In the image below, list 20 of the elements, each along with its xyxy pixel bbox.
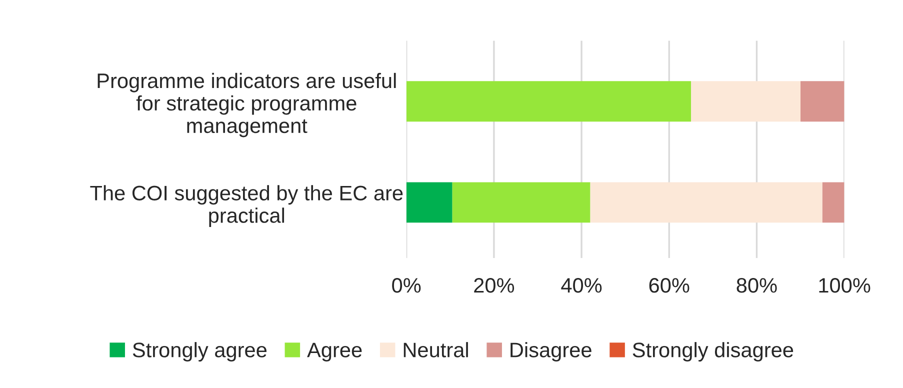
legend-label: Strongly agree: [132, 342, 267, 362]
bar: [590, 182, 822, 223]
bar: [452, 182, 590, 223]
x-tick-label: 100%: [819, 278, 870, 293]
bar: [691, 81, 801, 122]
legend-label: Neutral: [404, 342, 468, 358]
x-tick-label: 0%: [392, 278, 421, 293]
y-tick-label: The COI suggested by the EC are practical: [90, 185, 403, 228]
bar: [406, 81, 692, 122]
y-tick-label: Programme indicators are useful for strategic programme management: [98, 72, 396, 138]
legend-label: Disagree: [510, 342, 592, 362]
legend-label: Agree: [307, 342, 362, 362]
bar: [406, 182, 452, 223]
x-tick-label: 80%: [736, 278, 777, 293]
x-tick-label: 60%: [649, 278, 690, 293]
bar: [800, 81, 844, 122]
legend-label: Strongly disagree: [632, 342, 794, 362]
bar: [822, 182, 844, 223]
x-tick-label: 20%: [474, 278, 514, 293]
x-tick-label: 40%: [561, 278, 602, 293]
